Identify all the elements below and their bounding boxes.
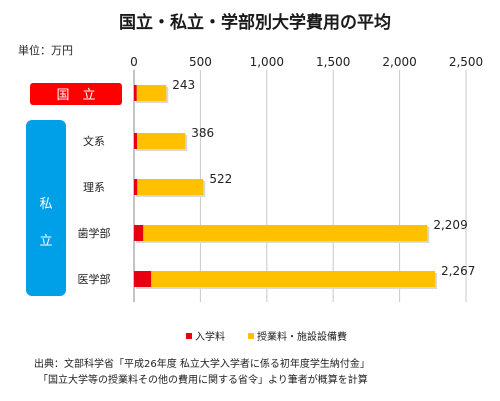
bar-segment-tuition xyxy=(151,271,436,287)
bar-segment-tuition xyxy=(137,133,186,149)
group-box-national xyxy=(30,83,122,105)
x-tick-label: 2,000 xyxy=(382,55,416,69)
data-label: 2,209 xyxy=(433,218,467,232)
legend-swatch xyxy=(186,333,192,339)
data-label: 2,267 xyxy=(441,264,475,278)
x-tick-label: 0 xyxy=(130,55,138,69)
bar-segment-entrance-fee xyxy=(134,271,152,287)
group-label-private-char: 立 xyxy=(39,234,52,249)
x-tick-label: 1,500 xyxy=(316,55,350,69)
group-label-private-char: 私 xyxy=(39,197,52,212)
bar-segment-entrance-fee xyxy=(134,179,138,195)
source-line-1: 出典：文部科学省「平成26年度 私立大学入学者に係る初年度学生納付金」 xyxy=(34,357,370,370)
x-tick-label: 2,500 xyxy=(449,55,483,69)
category-label: 歯学部 xyxy=(78,226,111,240)
bar-segment-entrance-fee xyxy=(134,133,138,149)
chart-title: 国立・私立・学部別大学費用の平均 xyxy=(119,12,391,33)
data-label: 386 xyxy=(191,126,214,140)
x-tick-label: 500 xyxy=(189,55,212,69)
category-label: 医学部 xyxy=(78,272,111,286)
legend-swatch xyxy=(248,333,254,339)
bar-segment-entrance-fee xyxy=(134,85,137,101)
unit-label: 単位：万円 xyxy=(18,43,73,57)
category-label: 理系 xyxy=(83,181,105,194)
bar-segment-tuition xyxy=(136,85,167,101)
source-line-2: 「国立大学等の授業料その他の費用に関する省令」より筆者が概算を計算 xyxy=(38,373,368,386)
legend-label: 入学料 xyxy=(195,330,225,343)
category-label: 文系 xyxy=(83,134,105,148)
bar-segment-tuition xyxy=(143,225,428,241)
legend-label: 授業料・施設設備費 xyxy=(257,330,347,343)
bar-segment-tuition xyxy=(137,179,204,195)
group-box-private xyxy=(26,120,66,296)
group-label-national: 国 立 xyxy=(56,88,95,103)
x-tick-label: 1,000 xyxy=(250,55,284,69)
bar-segment-entrance-fee xyxy=(134,225,144,241)
data-label: 243 xyxy=(172,78,195,92)
data-label: 522 xyxy=(209,172,232,186)
